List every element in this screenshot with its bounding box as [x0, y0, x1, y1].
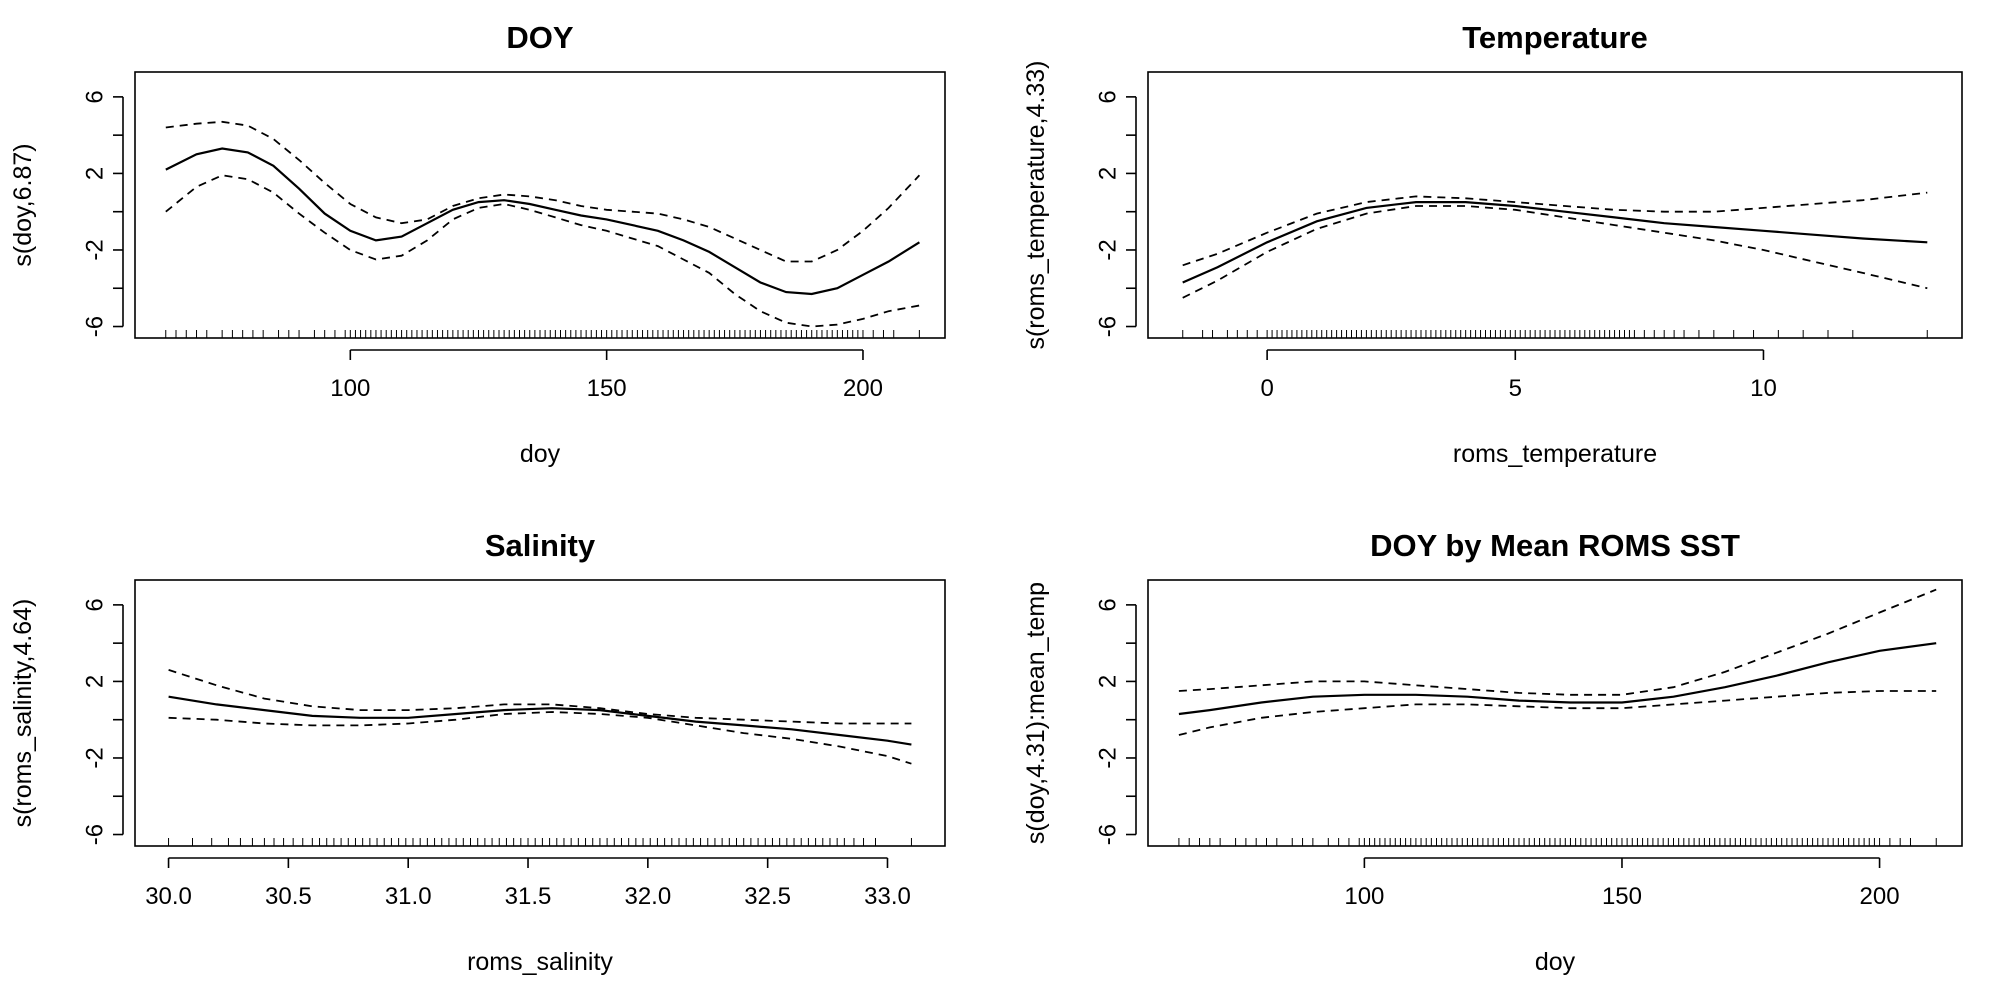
panel-3-x-axis-label: roms_salinity: [467, 948, 613, 976]
panel-1-x-tick-label: 100: [330, 375, 370, 402]
panel-3-x-tick-label: 30.5: [265, 883, 312, 910]
panel-3-smooth-fit-line: [168, 695, 912, 746]
panel-3-x-tick-label: 33.0: [864, 883, 911, 910]
panel-2-lower-ci-line: [1182, 205, 1928, 299]
panel-3-x-tick-label: 32.0: [624, 883, 671, 910]
panel-2-y-tick-label: 6: [1095, 90, 1122, 103]
panel-4-upper-ci-line: [1178, 588, 1937, 696]
panel-4: DOY by Mean ROMS SST 100 150 200 -6 -2 2 6 doy s(…: [1022, 528, 1963, 976]
panel-1-x-tick-label: 200: [843, 375, 883, 402]
panel-2: Temperature 0 5 10 -6 -2 2 6 roms_temperature s(r…: [1022, 20, 1963, 468]
panel-3-y-tick-label: -6: [82, 824, 109, 845]
panel-3-plot-frame: [134, 579, 946, 847]
panel-2-title: Temperature: [1462, 20, 1648, 55]
panel-2-smooth-fit-line: [1182, 201, 1928, 284]
panel-1-upper-ci-line: [165, 120, 921, 263]
panel-3-y-tick-label: 6: [82, 598, 109, 611]
panel-3-y-tick-label: -2: [82, 747, 109, 768]
panel-1: DOY 100 150 200 -6 -2 2 6 doy s(doy,6.87): [9, 20, 946, 468]
panel-2-x-tick-label: 5: [1509, 375, 1522, 402]
panel-1-title: DOY: [506, 20, 574, 55]
panel-4-y-axis-label: s(doy,4.31):mean_temp: [1022, 582, 1050, 844]
panel-2-y-axis-label: s(roms_temperature,4.33): [1022, 60, 1050, 349]
panel-3-lower-ci-line: [168, 711, 912, 765]
panel-3-y-axis-label: s(roms_salinity,4.64): [9, 599, 37, 828]
panel-4-y-tick-label: 2: [1095, 675, 1122, 688]
panel-2-y-tick-label: -2: [1095, 239, 1122, 260]
panel-2-x-axis-label: roms_temperature: [1453, 440, 1657, 468]
panel-3-title: Salinity: [485, 528, 596, 563]
panel-1-lower-ci-line: [165, 174, 920, 328]
panel-2-y-tick-label: 2: [1095, 167, 1122, 180]
panel-3-y-tick-label: 2: [82, 675, 109, 688]
panel-3-x-tick-label: 31.5: [505, 883, 552, 910]
panel-1-x-axis-label: doy: [520, 440, 561, 468]
panel-3-x-tick-label: 32.5: [744, 883, 791, 910]
panel-3-upper-ci-line: [168, 669, 912, 725]
panel-1-smooth-fit-line: [165, 147, 920, 296]
panel-4-y-tick-label: -2: [1095, 747, 1122, 768]
panel-4-smooth-fit-line: [1178, 642, 1937, 716]
panel-2-upper-ci-line: [1182, 191, 1928, 267]
panel-1-x-tick-label: 150: [587, 375, 627, 402]
panel-4-y-tick-label: -6: [1095, 824, 1122, 845]
panel-4-y-tick-label: 6: [1095, 598, 1122, 611]
panel-4-title: DOY by Mean ROMS SST: [1370, 528, 1740, 563]
panel-4-lower-ci-line: [1178, 690, 1937, 736]
panel-3-x-tick-label: 31.0: [385, 883, 432, 910]
panel-3: Salinity 30.0 30.5 31.0 31.5 32.0 32.5 33.0 -6 -2…: [9, 528, 946, 976]
panel-1-y-tick-label: 2: [82, 167, 109, 180]
panel-4-plot-frame: [1147, 579, 1963, 847]
panel-2-x-tick-label: 0: [1260, 375, 1273, 402]
panel-2-y-tick-label: -6: [1095, 316, 1122, 337]
panel-4-x-axis-label: doy: [1535, 948, 1576, 976]
panel-4-x-tick-label: 100: [1344, 883, 1384, 910]
panel-4-x-tick-label: 150: [1602, 883, 1642, 910]
panel-3-x-tick-label: 30.0: [145, 883, 192, 910]
panel-2-x-tick-label: 10: [1750, 375, 1777, 402]
panel-1-plot-frame: [134, 71, 946, 339]
panel-4-x-tick-label: 200: [1860, 883, 1900, 910]
panel-1-y-tick-label: -6: [82, 316, 109, 337]
panel-1-y-tick-label: -2: [82, 239, 109, 260]
panel-1-y-axis-label: s(doy,6.87): [9, 143, 37, 266]
panel-1-y-tick-label: 6: [82, 90, 109, 103]
